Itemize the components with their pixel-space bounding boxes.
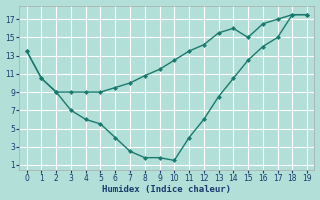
- X-axis label: Humidex (Indice chaleur): Humidex (Indice chaleur): [102, 185, 231, 194]
